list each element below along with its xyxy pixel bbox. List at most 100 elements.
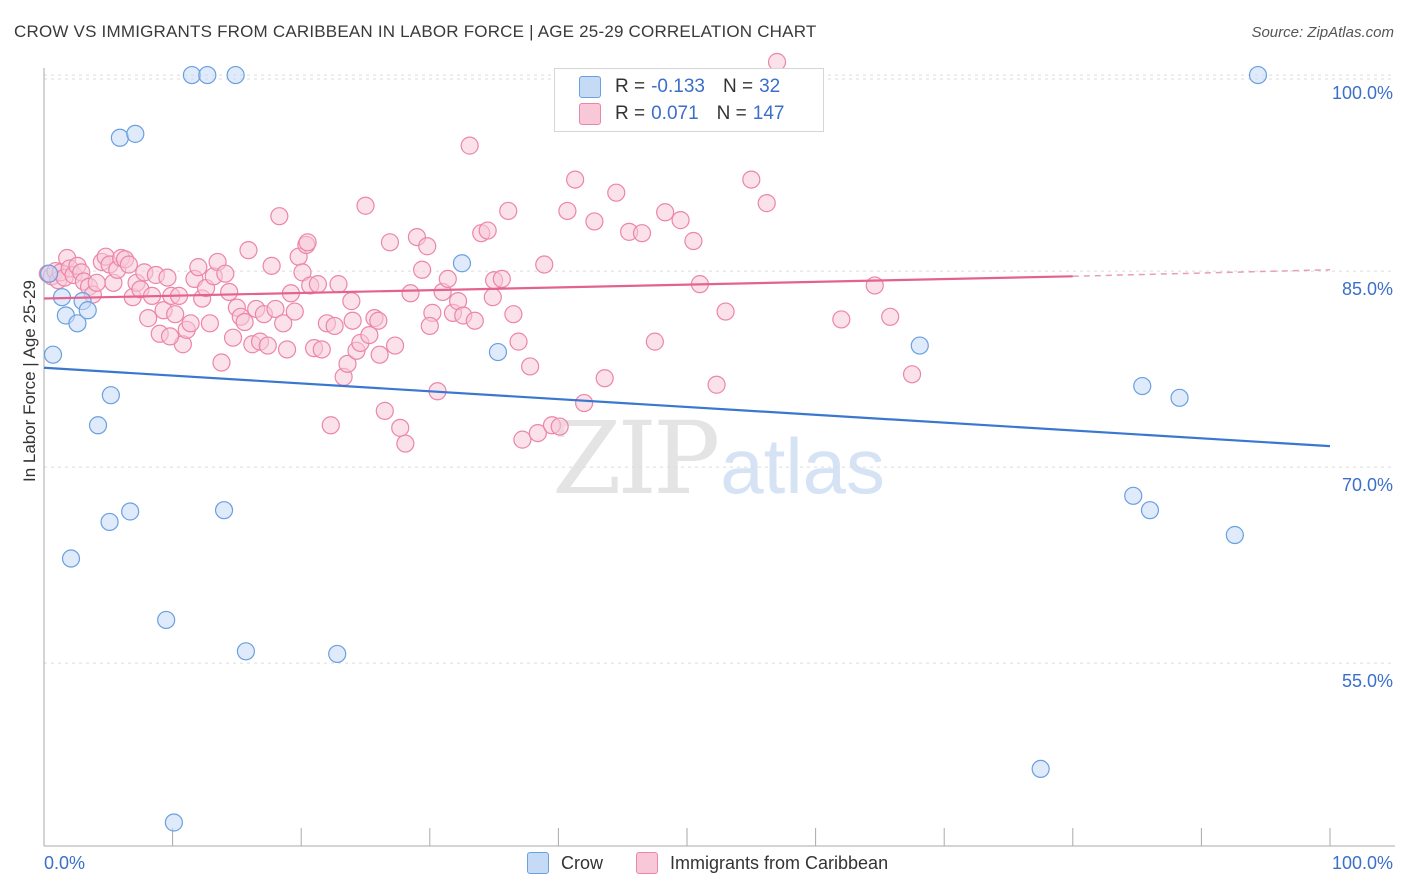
crow-point xyxy=(1124,486,1143,505)
legend-row-crow: R = -0.133 N = 32 xyxy=(579,73,798,101)
caribbean-point xyxy=(550,417,569,436)
caribbean-point xyxy=(832,310,851,329)
caribbean-point xyxy=(607,183,626,202)
legend-n-value: 32 xyxy=(759,76,781,97)
caribbean-point xyxy=(262,256,281,275)
legend-swatch-caribbean xyxy=(579,103,601,125)
caribbean-point xyxy=(189,258,208,277)
caribbean-point xyxy=(716,302,735,321)
crow-point xyxy=(910,336,929,355)
x-tick-label: 100.0% xyxy=(1332,853,1393,873)
crow-point xyxy=(121,502,140,521)
caribbean-point xyxy=(558,201,577,221)
legend-item-caribbean: Immigrants from Caribbean xyxy=(636,852,888,874)
crow-point xyxy=(198,65,217,85)
series-legend: Crow Immigrants from Caribbean xyxy=(0,852,1406,878)
caribbean-point xyxy=(321,416,340,435)
caribbean-point xyxy=(509,332,528,351)
y-tick-label: 85.0% xyxy=(1342,279,1393,299)
caribbean-point xyxy=(535,255,554,274)
caribbean-point xyxy=(160,327,180,346)
crow-point xyxy=(100,512,119,532)
caribbean-point xyxy=(220,282,239,302)
caribbean-point xyxy=(223,328,243,347)
caribbean-trend-line xyxy=(43,275,1073,300)
crow-point xyxy=(214,501,234,520)
caribbean-point xyxy=(274,314,293,333)
caribbean-point xyxy=(385,336,405,355)
y-tick-label: 70.0% xyxy=(1342,475,1393,495)
caribbean-point xyxy=(483,288,502,307)
caribbean-point xyxy=(139,309,158,328)
crow-point xyxy=(40,264,59,283)
caribbean-point xyxy=(632,224,652,243)
crow-point xyxy=(126,124,145,143)
y-tick-label: 55.0% xyxy=(1342,671,1393,691)
crow-point xyxy=(78,301,97,320)
caribbean-point xyxy=(460,136,479,155)
caribbean-point xyxy=(380,233,400,252)
caribbean-point xyxy=(342,292,361,311)
caribbean-point xyxy=(412,260,432,279)
caribbean-point xyxy=(343,311,362,330)
caribbean-point xyxy=(329,275,348,294)
caribbean-point xyxy=(521,357,540,376)
legend-swatch xyxy=(636,852,658,874)
crow-point xyxy=(88,416,108,435)
caribbean-point xyxy=(312,340,331,359)
legend-r-label: R = xyxy=(615,103,646,124)
caribbean-point xyxy=(338,354,357,373)
y-axis-label: In Labor Force | Age 25-29 xyxy=(20,280,39,482)
watermark-atlas: atlas xyxy=(720,422,886,510)
caribbean-point xyxy=(566,170,585,189)
crow-point xyxy=(43,345,63,364)
legend-n-label: N = xyxy=(722,76,754,97)
crow-point xyxy=(1133,376,1152,396)
caribbean-point xyxy=(277,340,297,359)
caribbean-trend-extension xyxy=(1072,269,1331,278)
crow-point xyxy=(452,254,472,273)
legend-row-caribbean: R = 0.071 N = 147 xyxy=(579,100,802,128)
crow-point xyxy=(488,342,508,362)
crow-point xyxy=(1140,501,1160,520)
caribbean-point xyxy=(757,194,776,213)
caribbean-point xyxy=(308,275,328,294)
caribbean-point xyxy=(575,393,594,413)
caribbean-point xyxy=(216,264,235,283)
caribbean-point xyxy=(585,212,604,231)
crow-point xyxy=(101,386,120,405)
caribbean-point xyxy=(595,369,614,388)
caribbean-point xyxy=(235,312,254,332)
crow-point xyxy=(157,610,176,630)
legend-label: Crow xyxy=(561,852,604,873)
caribbean-point xyxy=(684,231,703,251)
trend-lines xyxy=(43,269,1331,448)
caribbean-point xyxy=(200,314,219,333)
caribbean-point xyxy=(656,203,675,222)
crow-point xyxy=(1225,525,1244,545)
crow-point xyxy=(110,128,129,147)
caribbean-point xyxy=(266,299,285,319)
crow-point xyxy=(1248,65,1268,85)
caribbean-point xyxy=(258,336,277,355)
caribbean-point xyxy=(499,201,518,221)
caribbean-point xyxy=(212,353,231,372)
gridlines xyxy=(44,74,1395,664)
crow-point xyxy=(236,642,256,661)
crow-point xyxy=(1170,388,1189,407)
caribbean-point xyxy=(492,269,511,289)
caribbean-point xyxy=(645,332,664,351)
crow-trend-line xyxy=(43,366,1331,448)
data-points xyxy=(38,52,1268,832)
caribbean-point xyxy=(401,284,420,303)
caribbean-point xyxy=(707,375,726,394)
caribbean-point xyxy=(285,302,304,321)
caribbean-point xyxy=(375,401,394,420)
caribbean-point xyxy=(513,430,532,449)
caribbean-point xyxy=(356,196,375,215)
crow-point xyxy=(68,314,87,333)
caribbean-point xyxy=(270,207,289,226)
caribbean-point xyxy=(504,305,523,324)
tick-labels: 55.0% 70.0% 85.0% 100.0% 0.0% 100.0% xyxy=(44,83,1393,873)
